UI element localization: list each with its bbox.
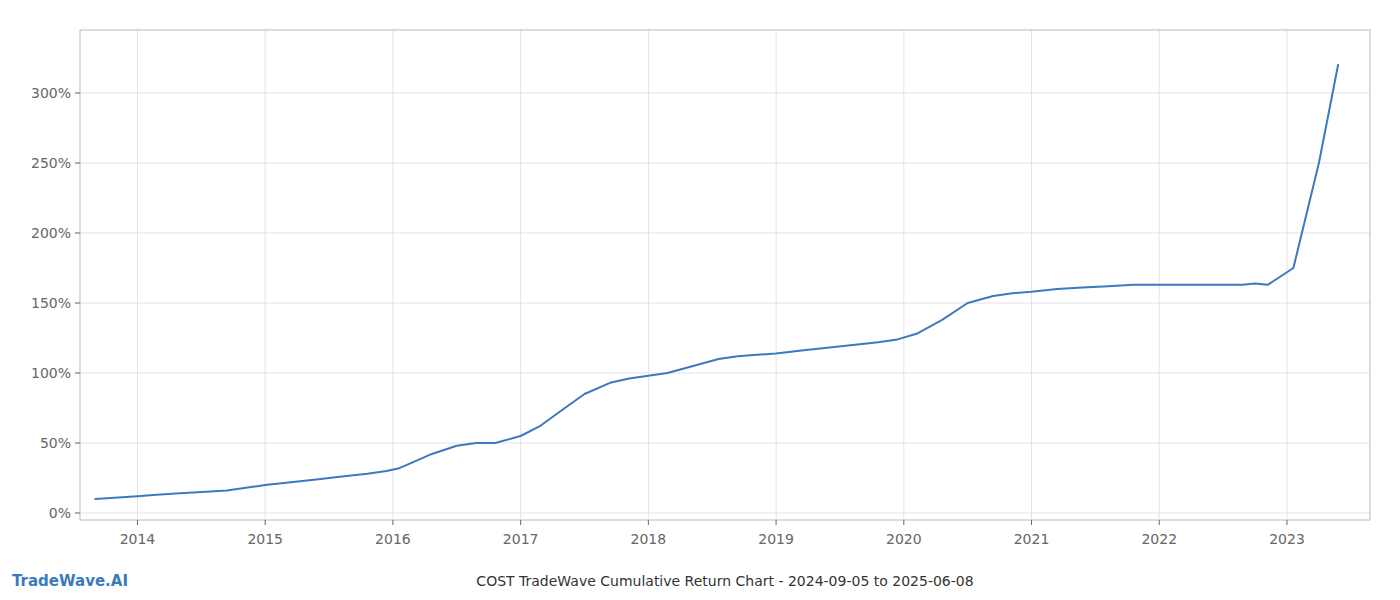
x-tick-label: 2016 (375, 531, 411, 547)
y-tick-label: 300% (31, 85, 71, 101)
grid-line (1286, 30, 1287, 520)
grid-line (80, 233, 1370, 234)
axes: 2014 2015 2016 2017 2018 2019 2020 2021 2022 2023… (31, 85, 1305, 547)
x-tick (1159, 520, 1160, 525)
grid-line (80, 513, 1370, 514)
x-tick-label: 2017 (503, 531, 539, 547)
plot-frame (80, 30, 1370, 520)
y-tick (75, 163, 80, 164)
grid-line (80, 373, 1370, 374)
x-tick (1031, 520, 1032, 525)
x-tick-label: 2021 (1014, 531, 1050, 547)
grid-line (80, 163, 1370, 164)
x-tick-label: 2018 (631, 531, 667, 547)
x-tick (776, 520, 777, 525)
y-tick (75, 233, 80, 234)
y-tick (75, 513, 80, 514)
grid-line (1031, 30, 1032, 520)
x-tick-label: 2014 (120, 531, 156, 547)
plot-area (95, 65, 1338, 499)
x-tick-label: 2019 (758, 531, 794, 547)
grid-line (520, 30, 521, 520)
x-tick (520, 520, 521, 525)
grid-line (80, 443, 1370, 444)
grid-line (392, 30, 393, 520)
chart: 2014 2015 2016 2017 2018 2019 2020 2021 2022 2023… (0, 0, 1400, 600)
x-tick (265, 520, 266, 525)
grid (80, 30, 1370, 520)
y-tick (75, 373, 80, 374)
x-tick (903, 520, 904, 525)
line (95, 65, 1338, 499)
watermark: TradeWave.AI (12, 572, 128, 590)
y-tick-label: 200% (31, 225, 71, 241)
y-tick (75, 303, 80, 304)
x-tick-label: 2022 (1141, 531, 1177, 547)
x-tick (137, 520, 138, 525)
y-tick (75, 93, 80, 94)
x-tick (648, 520, 649, 525)
x-tick-label: 2015 (247, 531, 283, 547)
grid-line (776, 30, 777, 520)
grid-line (1159, 30, 1160, 520)
y-tick-label: 100% (31, 365, 71, 381)
grid-line (137, 30, 138, 520)
grid-line (903, 30, 904, 520)
x-tick (392, 520, 393, 525)
y-tick (75, 443, 80, 444)
x-tick (1286, 520, 1287, 525)
x-tick-label: 2023 (1269, 531, 1305, 547)
grid-line (80, 93, 1370, 94)
y-tick-label: 250% (31, 155, 71, 171)
y-tick-label: 150% (31, 295, 71, 311)
grid-line (80, 303, 1370, 304)
grid-line (648, 30, 649, 520)
x-tick-label: 2020 (886, 531, 922, 547)
title: COST TradeWave Cumulative Return Chart -… (476, 573, 973, 589)
y-tick-label: 50% (40, 435, 71, 451)
grid-line (265, 30, 266, 520)
y-tick-label: 0% (49, 505, 71, 521)
